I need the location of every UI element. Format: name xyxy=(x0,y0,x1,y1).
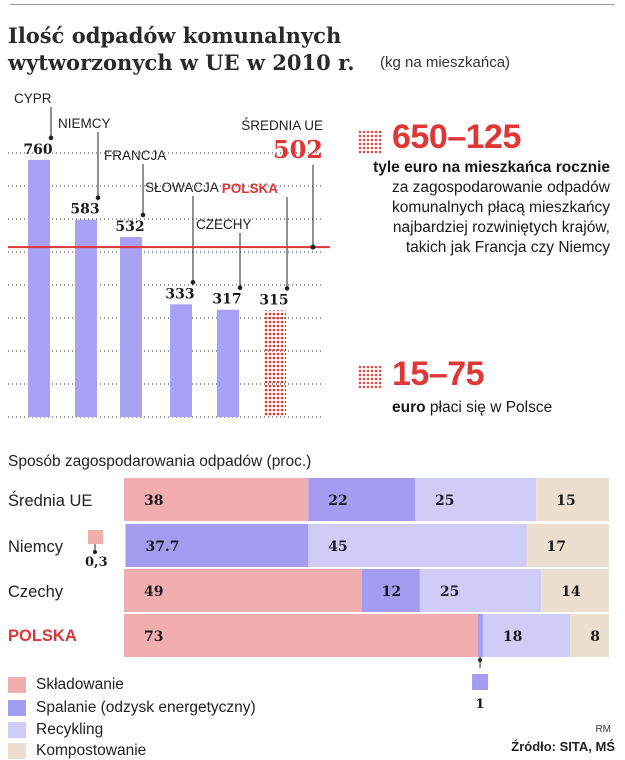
segment-incineration xyxy=(125,524,309,567)
leader-dot xyxy=(237,285,243,291)
segment-label: 1 xyxy=(476,697,485,712)
segment-label: 37.7 xyxy=(145,539,179,555)
leader-dot xyxy=(48,135,54,141)
bar-category-label: SŁOWACJA xyxy=(145,180,219,195)
legend-swatch xyxy=(8,743,26,759)
callout-high-cost: 650–125 tyle euro na mieszkańca rocznie … xyxy=(340,118,620,328)
segment-landfill xyxy=(124,478,309,521)
segment-incineration xyxy=(361,569,420,612)
callout-text-bold: tyle euro na mieszkańca rocznie xyxy=(373,159,610,176)
legend-label: Kompostowanie xyxy=(36,742,147,759)
legend-swatch xyxy=(8,722,26,738)
segment-incineration xyxy=(478,614,483,657)
segment-composting xyxy=(536,478,609,521)
legend-swatch xyxy=(8,677,26,693)
segment-label: 8 xyxy=(590,629,600,645)
row-label-germany: Niemcy xyxy=(8,538,64,556)
bar-value-label: 583 xyxy=(70,202,99,218)
bar xyxy=(75,219,97,417)
segment-label: 12 xyxy=(382,584,401,600)
callout-text-rest: płaci się w Polsce xyxy=(429,399,553,416)
credit-label: RM xyxy=(595,724,611,735)
legend-incineration: Spalanie (odzysk energetyczny) xyxy=(8,699,256,717)
legend-label: Recykling xyxy=(36,721,104,738)
segment-landfill xyxy=(124,614,479,657)
chart-title-line-1: Ilość odpadów komunalnych xyxy=(8,23,342,48)
chart-title-line-2: wytworzonych w UE w 2010 r. xyxy=(8,50,355,75)
legend-label: Spalanie (odzysk energetyczny) xyxy=(36,699,256,716)
segment-composting xyxy=(541,569,609,612)
segment-recycling xyxy=(308,524,527,567)
bar-value-label: 317 xyxy=(212,292,241,308)
leader-dot xyxy=(95,195,101,201)
callout-text-rest: za zagospodarowanie odpadów komunalnych … xyxy=(391,179,610,256)
callout-text: tyle euro na mieszkańca rocznie za zagos… xyxy=(365,158,610,258)
bar xyxy=(28,159,50,418)
callout-text: euro płaci się w Polsce xyxy=(392,398,612,418)
dot-marker-icon xyxy=(358,365,382,389)
bar-value-label: 333 xyxy=(165,286,194,302)
top-rule xyxy=(10,4,615,5)
bar xyxy=(120,236,142,417)
segment-incineration xyxy=(308,478,415,521)
segment-label: 45 xyxy=(328,539,347,555)
segment-composting xyxy=(570,614,609,657)
segment-label: 18 xyxy=(503,629,522,645)
segment-label: 25 xyxy=(440,584,459,600)
row-label-czechia: Czechy xyxy=(8,583,64,601)
chart-title: Ilość odpadów komunalnych wytworzonych w… xyxy=(8,22,355,76)
segment-label: 73 xyxy=(144,629,163,645)
average-value-label: 502 xyxy=(273,135,323,164)
segment-label: 17 xyxy=(547,539,566,555)
bar-value-label: 760 xyxy=(23,142,52,158)
dot-marker-icon xyxy=(358,130,382,154)
segment-label: 15 xyxy=(556,493,575,509)
segment-incineration xyxy=(472,674,489,690)
bar-category-label: POLSKA xyxy=(222,181,279,196)
segment-recycling xyxy=(482,614,571,657)
bar-category-label: CYPR xyxy=(14,91,52,106)
row-label-eu: Średnia UE xyxy=(8,492,93,510)
segment-composting xyxy=(526,524,609,567)
legend-composting: Kompostowanie xyxy=(8,742,146,760)
bar-category-label: FRANCJA xyxy=(104,148,166,163)
callout-number: 650–125 xyxy=(392,118,521,156)
legend-swatch xyxy=(8,700,26,716)
bar-value-label: 315 xyxy=(259,292,288,308)
leader-dot xyxy=(190,280,196,285)
average-label: ŚREDNIA UE xyxy=(241,118,323,133)
leader-dot xyxy=(93,550,97,554)
segment-label: 0,3 xyxy=(85,555,108,570)
bar xyxy=(217,309,239,417)
segment-label: 38 xyxy=(144,493,163,509)
legend-recycling: Recykling xyxy=(8,721,103,739)
segment-label: 22 xyxy=(328,493,347,509)
bar-category-label: NIEMCY xyxy=(58,116,111,131)
segment-label: 25 xyxy=(435,493,454,509)
leader-dot xyxy=(478,658,483,662)
segment-label: 49 xyxy=(144,584,163,600)
legend-label: Składowanie xyxy=(36,676,124,693)
leader-dot xyxy=(284,286,290,291)
segment-landfill xyxy=(88,530,103,544)
row-label-poland: POLSKA xyxy=(8,627,77,645)
bar xyxy=(264,310,286,417)
leader-dot xyxy=(140,212,146,218)
callout-poland-cost: 15–75 euro płaci się w Polsce xyxy=(340,355,620,425)
segment-label: 14 xyxy=(561,584,581,600)
legend-landfill: Składowanie xyxy=(8,676,124,694)
callout-text-bold: euro xyxy=(392,399,426,416)
segment-recycling xyxy=(419,569,542,612)
segment-recycling xyxy=(415,478,537,521)
leader-dot xyxy=(310,244,316,250)
segment-landfill xyxy=(124,569,362,612)
stacked-chart-title: Sposób zagospodarowania odpadów (proc.) xyxy=(8,453,312,470)
bar xyxy=(170,304,192,417)
bar-value-label: 532 xyxy=(115,219,144,235)
bar-category-label: CZECHY xyxy=(196,217,252,232)
source-label: Źródło: SITA, MŚ xyxy=(511,739,615,754)
unit-label: (kg na mieszkańca) xyxy=(380,54,511,71)
callout-number: 15–75 xyxy=(392,355,485,393)
